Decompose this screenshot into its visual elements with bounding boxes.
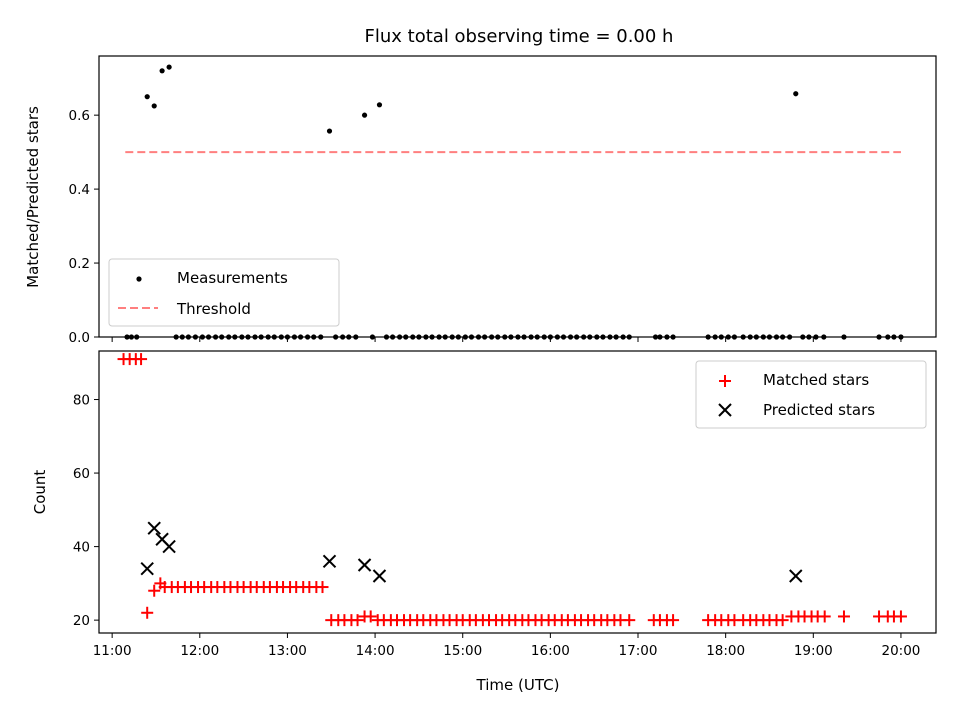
measurement-point: [144, 94, 150, 100]
predicted-star-point: [357, 558, 372, 572]
matched-star-point: [135, 353, 148, 366]
legend-marker-measurements: [136, 276, 142, 282]
measurement-point: [151, 103, 157, 109]
x-axis-label: Time (UTC): [476, 676, 560, 694]
x-tick-label: 12:00: [180, 643, 219, 659]
bottom-legend: Matched stars Predicted stars: [695, 360, 927, 429]
measurement-point: [166, 64, 172, 70]
matched-star-point: [351, 614, 364, 627]
matched-star-point: [776, 614, 789, 627]
bottom-legend-frame: [695, 360, 927, 429]
top-y-tick-label: 0.4: [69, 182, 90, 198]
top-y-tick-label: 0.6: [69, 108, 90, 124]
predicted-star-point: [789, 569, 803, 583]
matched-star-point: [894, 610, 907, 623]
top-legend-frame: [108, 258, 340, 327]
x-tick-label: 20:00: [881, 643, 920, 659]
bottom-axes-frame: [98, 350, 937, 634]
x-tick-label: 13:00: [268, 643, 307, 659]
matched-star-point: [818, 610, 831, 623]
matched-star-point: [316, 581, 329, 594]
measurement-point: [793, 91, 799, 97]
top-x-ticks: [111, 337, 902, 342]
legend-marker-predicted: [718, 403, 732, 417]
top-y-tick-label: 0.0: [69, 330, 90, 346]
legend-label-measurements: Measurements: [177, 269, 288, 287]
bottom-y-tick-label: 20: [73, 613, 90, 629]
bottom-x-axis: 11:00 12:00 13:00 14:00 15:00 16:00 17:00 18:00…: [93, 633, 920, 659]
bottom-y-axis-label: Count: [31, 470, 49, 515]
x-tick-label: 16:00: [531, 643, 570, 659]
x-tick-label: 18:00: [706, 643, 745, 659]
matched-star-point: [667, 614, 680, 627]
measurement-point: [361, 112, 368, 118]
top-legend: Measurements Threshold: [108, 258, 340, 327]
legend-label-threshold: Threshold: [176, 300, 251, 318]
bottom-y-tick-label: 60: [73, 466, 90, 482]
predicted-star-point: [147, 521, 161, 535]
matched-star-point: [364, 610, 377, 623]
x-tick-label: 17:00: [619, 643, 658, 659]
bottom-y-axis: 20 40 60 80: [73, 393, 99, 629]
top-y-axis: 0.0 0.2 0.4 0.6: [69, 108, 99, 346]
matched-star-point: [837, 610, 850, 623]
predicted-star-point: [162, 539, 176, 554]
top-axes-frame: [98, 55, 937, 338]
measurement-point: [376, 102, 383, 108]
predicted-star-point: [372, 569, 387, 583]
legend-label-matched: Matched stars: [763, 371, 869, 389]
matched-star-point: [141, 606, 154, 619]
predicted-star-point: [140, 561, 154, 576]
measurement-point: [326, 128, 333, 134]
bottom-y-tick-label: 40: [73, 540, 90, 556]
x-tick-label: 19:00: [794, 643, 833, 659]
x-tick-label: 14:00: [356, 643, 395, 659]
predicted-star-point: [322, 554, 337, 569]
matched-star-point: [148, 584, 161, 597]
chart-title: Flux total observing time = 0.00 h: [365, 26, 674, 47]
legend-label-predicted: Predicted stars: [763, 401, 875, 419]
bottom-y-tick-label: 80: [73, 393, 90, 409]
measurement-point: [159, 68, 165, 74]
bottom-plot-area: [117, 353, 907, 627]
x-tick-label: 11:00: [93, 643, 132, 659]
x-tick-label: 15:00: [443, 643, 482, 659]
legend-marker-matched: [719, 375, 731, 387]
top-y-tick-label: 0.2: [69, 256, 90, 272]
top-y-axis-label: Matched/Predicted stars: [24, 106, 42, 288]
matched-star-point: [623, 614, 636, 627]
